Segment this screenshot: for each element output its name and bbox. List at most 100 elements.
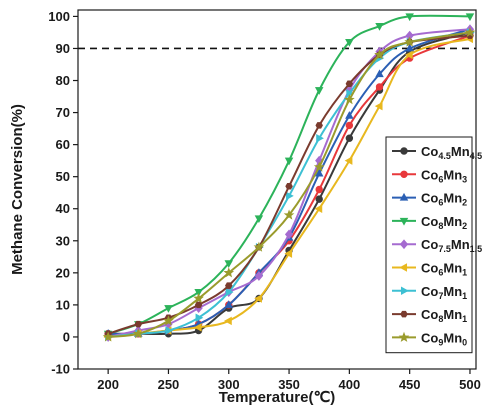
y-tick-label: 50 (56, 169, 70, 184)
legend-swatch-marker (399, 217, 409, 226)
data-point (195, 313, 204, 322)
legend-item: Co8Mn2 (392, 214, 467, 231)
legend-swatch-marker (400, 170, 408, 179)
data-point (284, 229, 294, 240)
data-point (225, 287, 234, 297)
data-point (405, 43, 414, 52)
data-point (315, 195, 323, 203)
legend: Co4.5Mn4.5 Co6Mn3 Co6Mn2 Co8Mn2 Co7.5Mn1.5 Co… (385, 136, 482, 354)
data-point (284, 157, 294, 166)
data-point (404, 36, 415, 47)
y-tick-label: 0 (63, 329, 70, 344)
data-point (314, 168, 324, 177)
x-axis-title: Temperature(℃) (219, 389, 336, 406)
legend-swatch-marker (398, 331, 410, 342)
data-point (254, 215, 264, 224)
x-tick-label: 200 (97, 377, 119, 392)
legend-item: Co9Mn0 (392, 330, 467, 347)
data-point (223, 267, 235, 278)
data-point (344, 156, 353, 165)
legend-label: Co6Mn1 (421, 261, 467, 278)
x-tick-label: 350 (278, 377, 300, 392)
data-point (313, 161, 325, 172)
data-point (345, 134, 354, 142)
x-tick-label: 250 (158, 377, 180, 392)
x-tick-label: 500 (459, 377, 481, 392)
y-tick-label: 10 (56, 297, 70, 312)
data-point (315, 122, 323, 129)
y-tick-label: 20 (56, 265, 70, 280)
y-tick-label: -10 (51, 362, 70, 377)
data-point (284, 249, 293, 258)
axes (73, 9, 477, 374)
data-point (404, 50, 413, 60)
data-point (464, 26, 476, 37)
data-point (285, 183, 293, 190)
legend-label: Co7.5Mn1.5 (421, 237, 482, 254)
data-point (374, 49, 385, 60)
series-layer (102, 13, 476, 342)
data-point (465, 13, 475, 22)
x-tick-label: 400 (339, 377, 361, 392)
legend-label: Co9Mn0 (421, 330, 467, 347)
data-point (346, 89, 355, 98)
data-point (345, 121, 354, 130)
x-tick-label: 450 (399, 377, 421, 392)
data-point (224, 260, 234, 268)
data-point (194, 301, 203, 309)
data-point (164, 305, 173, 313)
y-tick-label: 100 (48, 9, 70, 24)
data-point (375, 69, 384, 78)
data-point (315, 185, 323, 194)
plot-frame (77, 9, 477, 370)
legend-label: Co8Mn2 (421, 214, 467, 231)
legend-item: Co6Mn2 (392, 191, 467, 208)
y-tick-label: 70 (56, 105, 70, 120)
data-point (253, 241, 265, 252)
x-tick-label: 300 (218, 377, 240, 392)
data-point (314, 204, 323, 213)
legend-label: Co7Mn1 (421, 284, 467, 301)
legend-item: Co4.5Mn4.5 (392, 144, 482, 161)
data-point (345, 111, 354, 119)
data-point (254, 294, 262, 303)
y-tick-label: 40 (56, 201, 70, 216)
data-point (193, 292, 204, 304)
data-point (165, 326, 174, 335)
legend-item: Co6Mn1 (392, 261, 467, 278)
legend-item: Co6Mn3 (392, 167, 467, 184)
legend-swatch-marker (400, 147, 408, 155)
data-point (194, 289, 203, 297)
data-point (345, 39, 354, 47)
y-tick-label: 90 (56, 41, 70, 56)
data-point (193, 323, 202, 332)
legend-item: Co7Mn1 (392, 284, 467, 301)
data-point (405, 13, 414, 22)
y-axis-title: Methane Conversion(%) (9, 104, 26, 275)
data-point (224, 300, 234, 308)
data-point (375, 83, 384, 91)
legend-swatch-marker (399, 192, 409, 201)
data-point (132, 328, 144, 339)
data-point (344, 94, 355, 105)
y-tick-label: 80 (56, 73, 70, 88)
legend-item: Co8Mn1 (392, 307, 467, 324)
legend-item: Co7.5Mn1.5 (392, 237, 482, 254)
legend-swatch-marker (400, 310, 408, 318)
legend-label: Co4.5Mn4.5 (421, 144, 482, 161)
data-point (286, 191, 294, 201)
legend-label: Co8Mn1 (421, 307, 467, 324)
y-tick-label: 30 (56, 233, 70, 248)
y-tick-label: 60 (56, 137, 70, 152)
data-point (375, 23, 384, 31)
legend-label: Co6Mn2 (421, 191, 467, 208)
series-co9-mn0 (102, 26, 476, 342)
legend-label: Co6Mn3 (421, 167, 467, 184)
data-point (345, 80, 354, 87)
legend-swatch-marker (400, 286, 409, 296)
data-point (374, 101, 383, 111)
data-point (224, 316, 232, 326)
data-point (102, 331, 114, 342)
data-point (316, 133, 324, 143)
